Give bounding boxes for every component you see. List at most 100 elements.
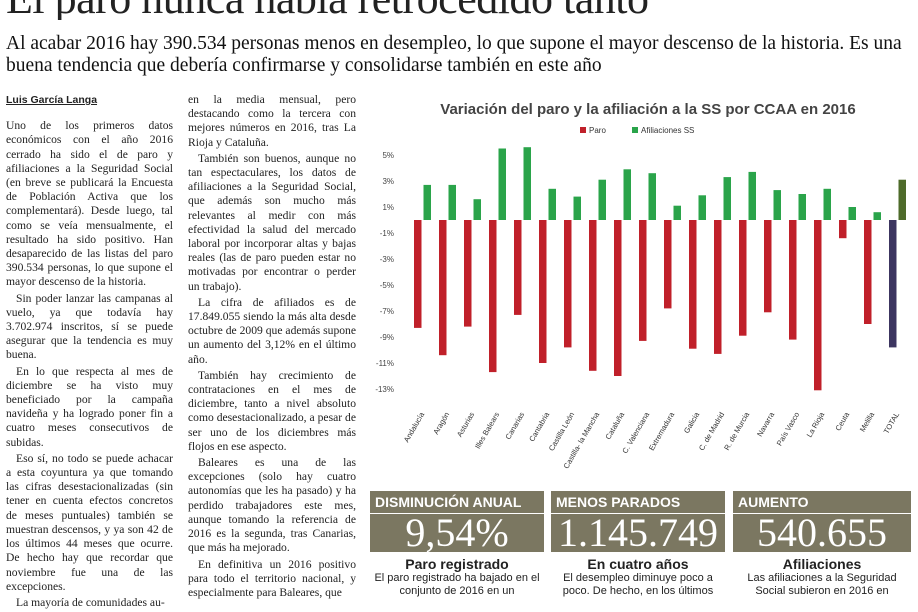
chart-title: Variación del paro y la afiliación a la …: [440, 101, 855, 118]
x-tick-label: Asturias: [455, 410, 476, 438]
bar-paro: [864, 220, 872, 324]
bar-paro: [714, 220, 722, 354]
y-tick-label: -1%: [380, 229, 394, 238]
stat-box-description: Las afiliaciones a la Seguridad Social s…: [747, 572, 897, 597]
bar-afiliacion: [823, 188, 831, 220]
bar-paro: [589, 220, 597, 371]
article-column-1: Luis García Langa Uno de los primeros da…: [6, 93, 173, 612]
bar-paro: [439, 220, 447, 356]
bar-afiliacion: [523, 147, 531, 220]
bar-afiliacion: [848, 207, 856, 220]
bar-paro: [789, 220, 797, 340]
bar-afiliacion: [573, 196, 581, 220]
stat-box-value: 1.145.749: [551, 513, 725, 553]
stat-box-description: El paro registrado ha bajado en el conju…: [374, 572, 540, 597]
bar-afiliacion: [623, 169, 631, 220]
x-tick-label: Andalucía: [402, 410, 427, 444]
y-tick-label: 5%: [382, 151, 394, 160]
paragraph: Baleares es una de las excepciones (solo…: [188, 456, 356, 555]
bar-paro: [689, 220, 697, 349]
bar-paro: [514, 220, 522, 315]
x-tick-label: Canarias: [503, 410, 526, 441]
bar-paro: [614, 220, 622, 376]
bar-afiliacion: [673, 205, 681, 220]
x-tick-label: Melilla: [858, 410, 877, 434]
paragraph: En lo que respecta al mes de diciembre s…: [6, 364, 173, 449]
bar-paro: [889, 220, 897, 348]
y-tick-label: 1%: [382, 203, 394, 212]
headline: El paro nunca había retrocedido tanto: [0, 0, 918, 20]
bar-paro: [764, 220, 772, 313]
paragraph: Uno de los primeros datos económicos con…: [6, 119, 173, 289]
y-tick-label: -3%: [380, 255, 394, 264]
bar-chart: Variación del paro y la afiliación a la …: [370, 92, 918, 487]
paragraph: en la media mensual, pero destacando com…: [188, 93, 356, 149]
y-tick-label: -9%: [380, 333, 394, 342]
bar-afiliacion: [548, 188, 556, 220]
stat-box-subtitle: En cuatro años: [587, 556, 689, 572]
bar-afiliacion: [648, 173, 656, 220]
x-tick-label: TOTAL: [882, 411, 902, 436]
bar-afiliacion: [898, 179, 906, 220]
bar-afiliacion: [598, 179, 606, 220]
bar-paro: [539, 220, 547, 363]
stat-box-aumento: AUMENTO 540.655 Afiliaciones Las afiliac…: [733, 491, 911, 600]
paragraph: Eso sí, no todo se puede achacar a esta …: [6, 451, 173, 593]
bar-paro: [489, 220, 497, 373]
stat-box-description: El desempleo diminuye poco a poco. De he…: [562, 572, 714, 597]
x-tick-label: R. de Murcia: [722, 410, 751, 452]
bar-afiliacion: [448, 184, 456, 220]
bar-paro: [564, 220, 572, 348]
legend-label: Paro: [589, 126, 606, 135]
legend-swatch: [632, 127, 638, 133]
stat-box-menos-parados: MENOS PARADOS 1.145.749 En cuatro años E…: [551, 491, 725, 600]
bar-paro: [464, 220, 472, 327]
byline: Luis García Langa: [6, 94, 98, 106]
paragraph: Sin poder lanzar las campanas al vuelo, …: [6, 291, 173, 362]
x-tick-label: La Rioja: [805, 410, 827, 439]
bar-paro: [814, 220, 822, 391]
bar-afiliacion: [473, 199, 481, 220]
stat-box-disminucion: DISMINUCIÓN ANUAL 9,54% Paro registrado …: [370, 491, 544, 600]
y-tick-label: 3%: [382, 177, 394, 186]
x-tick-label: Cataluña: [603, 410, 626, 441]
paragraph: La mayoría de comunidades au-: [16, 595, 165, 609]
stat-box-value: 9,54%: [370, 513, 544, 553]
bar-paro: [664, 220, 672, 309]
legend-label: Afiliaciones SS: [641, 126, 694, 135]
bar-afiliacion: [698, 195, 706, 220]
bar-paro: [839, 220, 847, 239]
bar-afiliacion: [748, 171, 756, 220]
x-tick-label: Cantabria: [527, 410, 551, 443]
bar-afiliacion: [723, 177, 731, 220]
x-tick-label: C. de Madrid: [697, 411, 726, 453]
bar-paro: [414, 220, 422, 328]
paragraph: En definitiva un 2016 positivo para todo…: [188, 557, 356, 599]
x-tick-label: País Vasco: [775, 411, 801, 448]
bar-afiliacion: [423, 184, 431, 220]
y-tick-label: -7%: [380, 307, 394, 316]
x-tick-label: Galicia: [682, 410, 702, 435]
paragraph: La cifra de afiliados es de 17.849.055 s…: [188, 295, 356, 366]
stat-box-subtitle: Paro registrado: [405, 556, 509, 572]
x-tick-label: Extremadura: [647, 410, 677, 452]
lede: Al acabar 2016 hay 390.534 personas meno…: [6, 33, 902, 76]
bar-afiliacion: [773, 190, 781, 220]
paragraph: También son buenos, aunque no tan espect…: [188, 151, 356, 293]
x-tick-label: Ceuta: [833, 410, 851, 433]
paragraph: También hay crecimiento de contratacione…: [188, 368, 356, 453]
chart-svg: Variación del paro y la afiliación a la …: [375, 101, 906, 470]
stat-box-header: MENOS PARADOS: [551, 491, 725, 513]
stat-box-subtitle: Afiliaciones: [782, 556, 862, 572]
x-tick-label: Aragón: [431, 411, 451, 436]
stat-box-header: DISMINUCIÓN ANUAL: [370, 491, 544, 513]
bar-afiliacion: [798, 194, 806, 220]
article-column-2: en la media mensual, pero destacando com…: [188, 93, 356, 602]
y-tick-label: -11%: [376, 359, 394, 368]
stat-box-header: AUMENTO: [733, 491, 911, 513]
bar-paro: [739, 220, 747, 336]
x-tick-label: Illes Balears: [473, 410, 501, 450]
legend-swatch: [580, 127, 586, 133]
y-tick-label: -13%: [375, 385, 394, 394]
y-tick-label: -5%: [380, 281, 394, 290]
